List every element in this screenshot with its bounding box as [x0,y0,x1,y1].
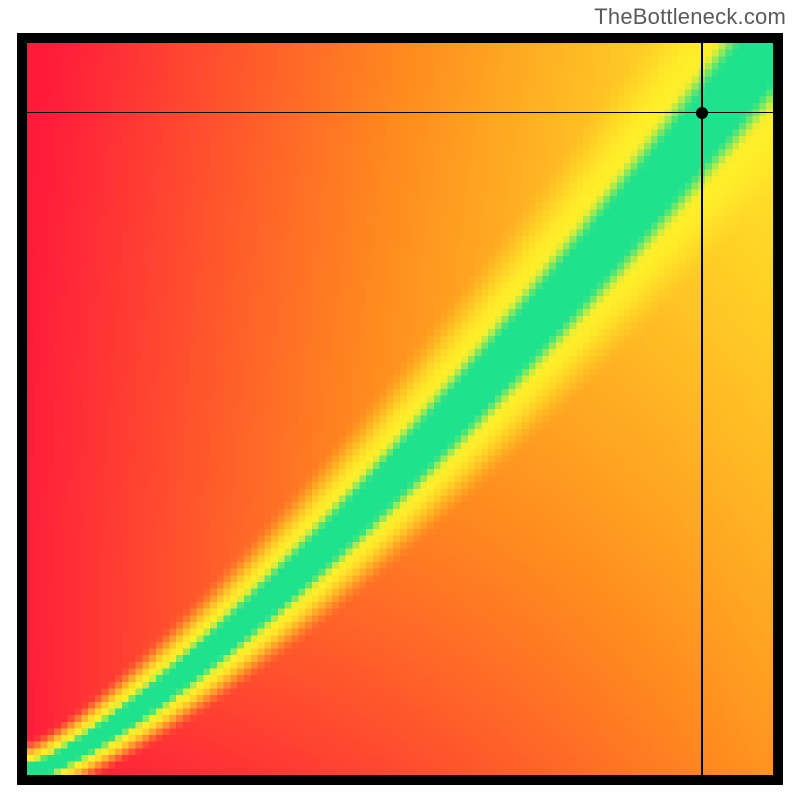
heatmap-canvas [27,43,773,775]
plot-frame [17,33,783,785]
plot-inner [27,43,773,775]
watermark-text: TheBottleneck.com [594,4,786,30]
